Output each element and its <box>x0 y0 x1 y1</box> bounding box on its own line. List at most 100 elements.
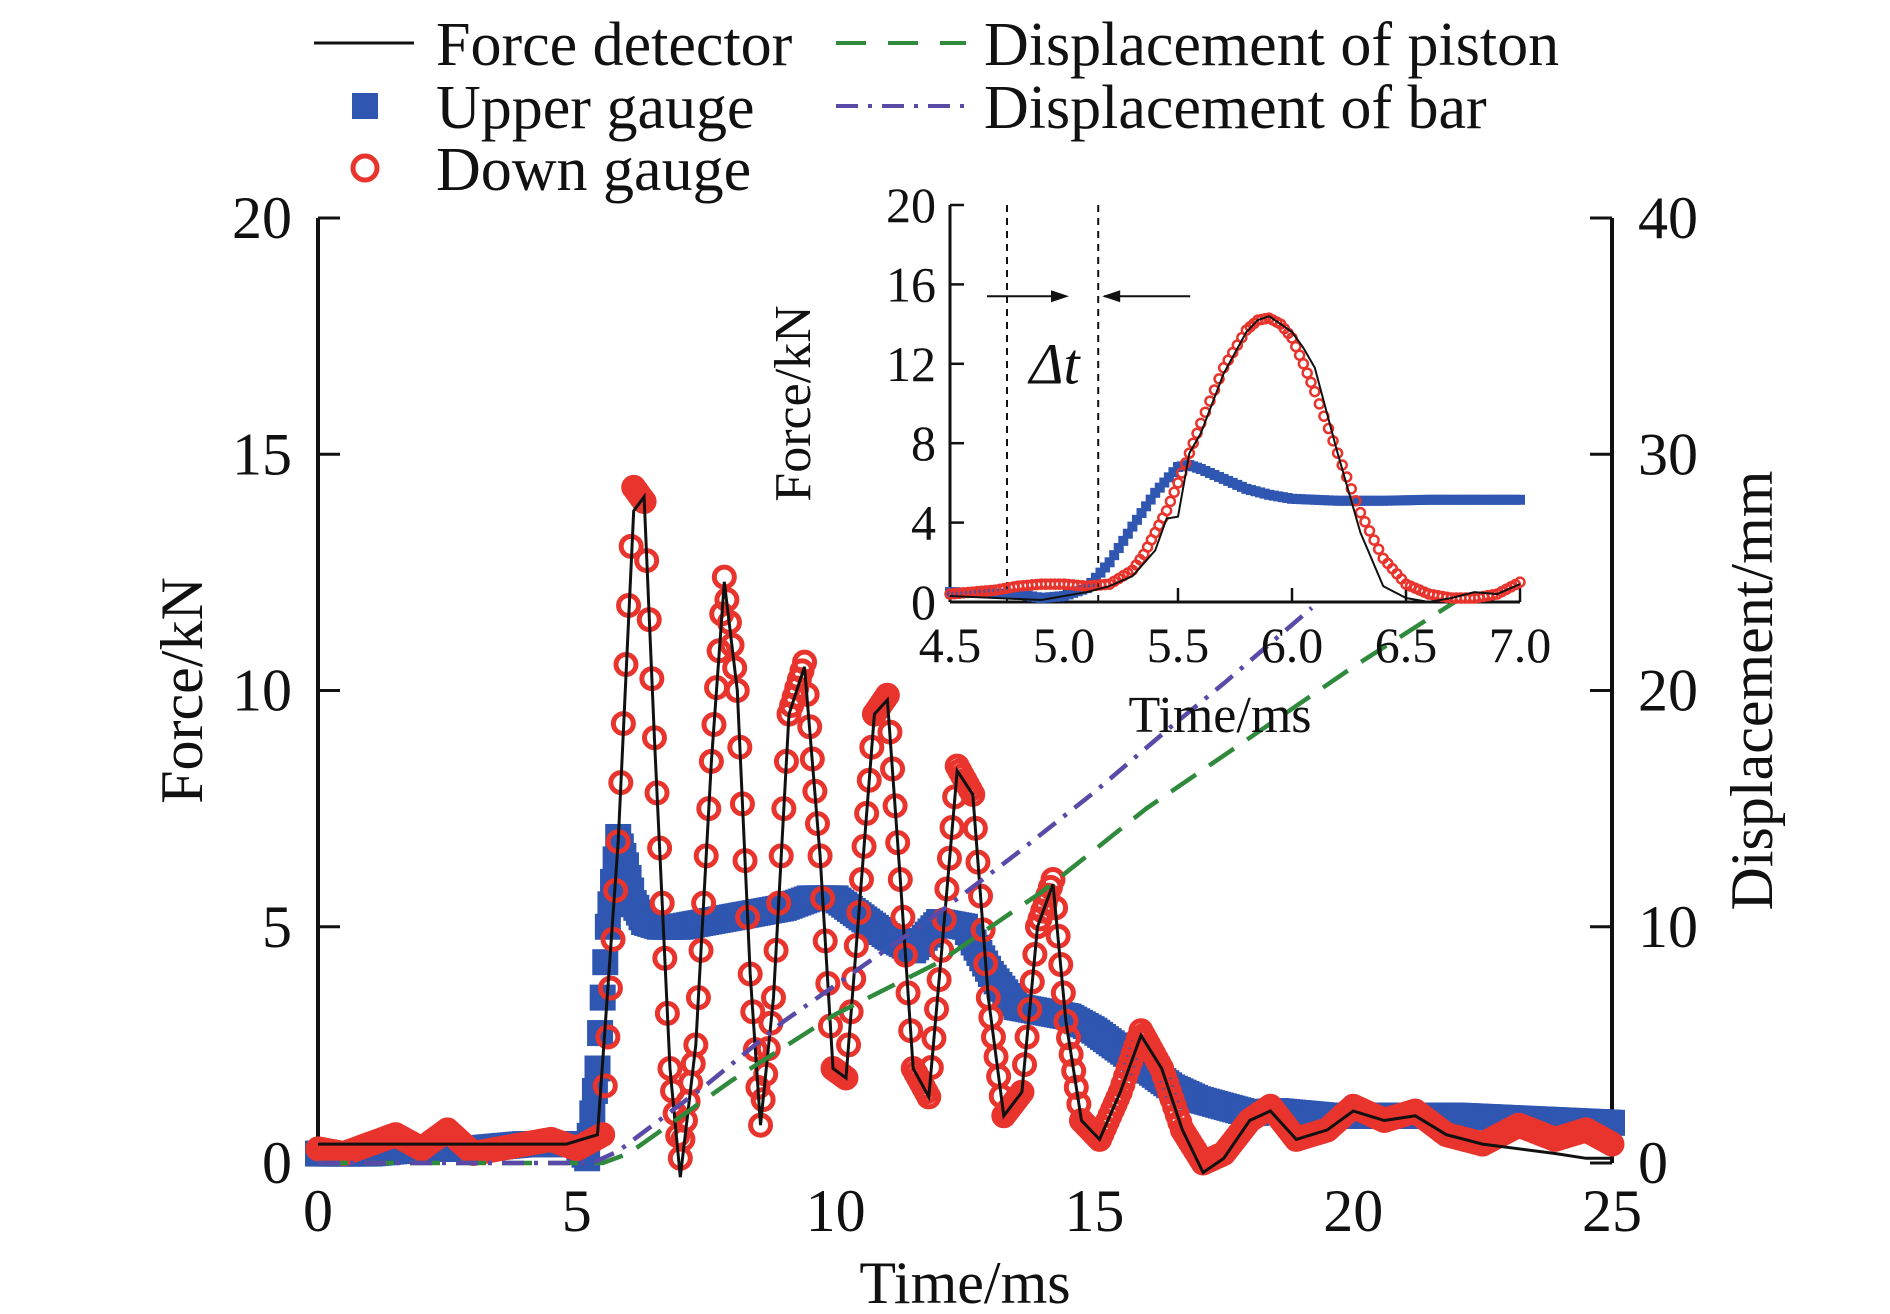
inset-upper-gauge-marker-38 <box>1122 528 1133 539</box>
main-y2tick-label-0: 0 <box>1638 1130 1668 1196</box>
inset-upper-gauge-marker-46 <box>1159 477 1170 488</box>
main-upper-gauge-marker-97 <box>594 913 621 940</box>
legend-item-upper-gauge: Upper gauge <box>352 74 754 142</box>
inset-down-gauge-marker-85 <box>1305 376 1317 389</box>
legend-item-down-gauge: Down gauge <box>350 136 751 204</box>
inset-xtick-label-5: 7.0 <box>1489 617 1552 673</box>
inset-upper-gauge-marker-48 <box>1168 467 1179 478</box>
inset-down-gauge-marker-97 <box>1359 516 1371 528</box>
main-series-force-detector <box>318 492 1612 1178</box>
legend-item-force-detector: Force detector <box>314 11 793 79</box>
inset-upper-gauge-marker-43 <box>1145 494 1156 505</box>
main-xtick-label-3: 15 <box>1064 1178 1124 1244</box>
legend-label-force-detector: Force detector <box>436 11 793 79</box>
main-down-gauge-marker-293 <box>1063 1074 1089 1100</box>
inset-down-gauge-marker-52 <box>1172 477 1184 489</box>
legend-label-down-gauge: Down gauge <box>436 136 751 204</box>
main-y-axis-label: Force/kN <box>149 577 215 804</box>
inset-upper-gauge-marker-41 <box>1136 508 1147 519</box>
inset-down-gauge-marker-54 <box>1179 457 1192 469</box>
main-y2-axis-label: Displacement/mm <box>1719 471 1785 911</box>
inset-down-gauge-marker-61 <box>1208 384 1221 396</box>
inset-upper-gauge-marker-40 <box>1131 514 1142 525</box>
inset-down-gauge-marker-96 <box>1354 506 1367 519</box>
legend-label-displacement-of-piston: Displacement of piston <box>984 11 1559 79</box>
inset-plot: 0 4 8 12 16 20 4.5 5.0 5.5 6.0 6.5 7.0 Time/ms Force/… <box>765 177 1551 744</box>
inset-upper-gauge-marker-36 <box>1113 543 1124 554</box>
inset-down-gauge-marker-50 <box>1164 495 1177 508</box>
main-displacement-of-piston-line <box>318 582 1484 1166</box>
main-xtick-label-0: 0 <box>303 1178 333 1244</box>
legend-swatch-down-gauge <box>350 153 380 183</box>
inset-down-gauge-marker-49 <box>1160 504 1173 517</box>
inset-upper-gauge-marker-32 <box>1095 567 1106 578</box>
main-down-gauge-marker-112 <box>595 1024 621 1050</box>
inset-delta-t-label: Δt <box>1028 332 1082 397</box>
main-ytick-label-1: 5 <box>262 894 292 960</box>
legend-item-displacement-of-bar: Displacement of bar <box>836 74 1487 142</box>
legend-label-displacement-of-bar: Displacement of bar <box>984 74 1487 142</box>
inset-delta-t-arrow-right-head <box>1102 290 1121 303</box>
inset-down-gauge-marker-131 <box>1514 576 1526 588</box>
main-xtick-label-5: 25 <box>1582 1178 1642 1244</box>
main-y2tick-label-2: 20 <box>1638 658 1698 724</box>
inset-down-gauge-marker-89 <box>1322 422 1335 435</box>
inset-upper-gauge-marker-42 <box>1141 501 1152 512</box>
inset-upper-gauge-marker-37 <box>1118 535 1129 546</box>
main-down-gauge-marker-492 <box>1599 1131 1625 1157</box>
inset-upper-gauge-marker-34 <box>1104 557 1115 568</box>
inset-xtick-label-1: 5.0 <box>1033 617 1096 673</box>
inset-upper-gauge-marker-47 <box>1163 472 1174 483</box>
inset-xtick-label-2: 5.5 <box>1147 617 1210 673</box>
main-displacement-of-bar-line <box>318 606 1314 1166</box>
inset-down-gauge-marker-91 <box>1331 447 1344 459</box>
inset-down-gauge-marker-98 <box>1363 525 1376 537</box>
legend-item-displacement-of-piston: Displacement of piston <box>836 11 1559 79</box>
main-ytick-label-0: 0 <box>262 1130 292 1196</box>
main-xtick-label-2: 10 <box>806 1178 866 1244</box>
main-force-detector-line <box>318 492 1612 1178</box>
inset-upper-gauge-marker-33 <box>1100 562 1111 573</box>
legend-swatch-upper-gauge <box>352 93 378 119</box>
main-down-gauge-marker-292 <box>1061 1058 1087 1084</box>
inset-upper-gauge-marker-39 <box>1127 521 1138 532</box>
main-series-displacement-of-bar <box>318 606 1314 1166</box>
inset-series-force-detector <box>949 315 1521 604</box>
main-y2tick-label-3: 30 <box>1638 421 1698 487</box>
inset-upper-gauge-marker-125 <box>1515 494 1525 505</box>
inset-down-gauge-marker-86 <box>1309 385 1321 398</box>
inset-xtick-label-4: 6.5 <box>1375 617 1438 673</box>
main-down-gauge-marker-290 <box>1056 1025 1082 1051</box>
inset-y-axis-label: Force/kN <box>765 305 822 501</box>
inset-ytick-label-5: 20 <box>886 177 936 233</box>
main-y2tick-label-1: 10 <box>1638 894 1698 960</box>
inset-upper-gauge-marker-45 <box>1154 482 1165 493</box>
inset-down-gauge-marker-51 <box>1168 486 1180 498</box>
inset-ytick-label-0: 0 <box>911 574 936 630</box>
inset-ytick-label-3: 12 <box>886 336 936 392</box>
inset-force-detector-line <box>949 315 1521 604</box>
inset-down-gauge-marker-83 <box>1297 358 1310 370</box>
main-ytick-label-4: 20 <box>232 185 292 251</box>
inset-delta-t-arrow-left-head <box>1051 290 1069 303</box>
main-down-gauge-marker-291 <box>1058 1041 1084 1067</box>
inset-down-gauge-marker-60 <box>1204 395 1216 407</box>
main-x-axis-label: Time/ms <box>859 1250 1070 1314</box>
inset-background <box>950 205 1520 602</box>
main-series-displacement-of-piston <box>318 582 1484 1166</box>
main-ytick-label-3: 15 <box>232 421 292 487</box>
inset-xtick-label-3: 6.0 <box>1261 617 1324 673</box>
inset-upper-gauge-marker-35 <box>1109 550 1120 561</box>
inset-ytick-label-2: 8 <box>911 415 936 471</box>
main-xtick-label-1: 5 <box>562 1178 592 1244</box>
inset-upper-gauge-marker-44 <box>1150 487 1161 498</box>
main-xtick-label-4: 20 <box>1323 1178 1383 1244</box>
inset-down-gauge-marker-84 <box>1301 367 1313 379</box>
inset-down-gauge-marker-100 <box>1372 543 1385 555</box>
main-ytick-label-2: 10 <box>232 658 292 724</box>
inset-upper-gauge-marker-31 <box>1090 572 1101 583</box>
inset-x-axis-label: Time/ms <box>1128 687 1311 744</box>
